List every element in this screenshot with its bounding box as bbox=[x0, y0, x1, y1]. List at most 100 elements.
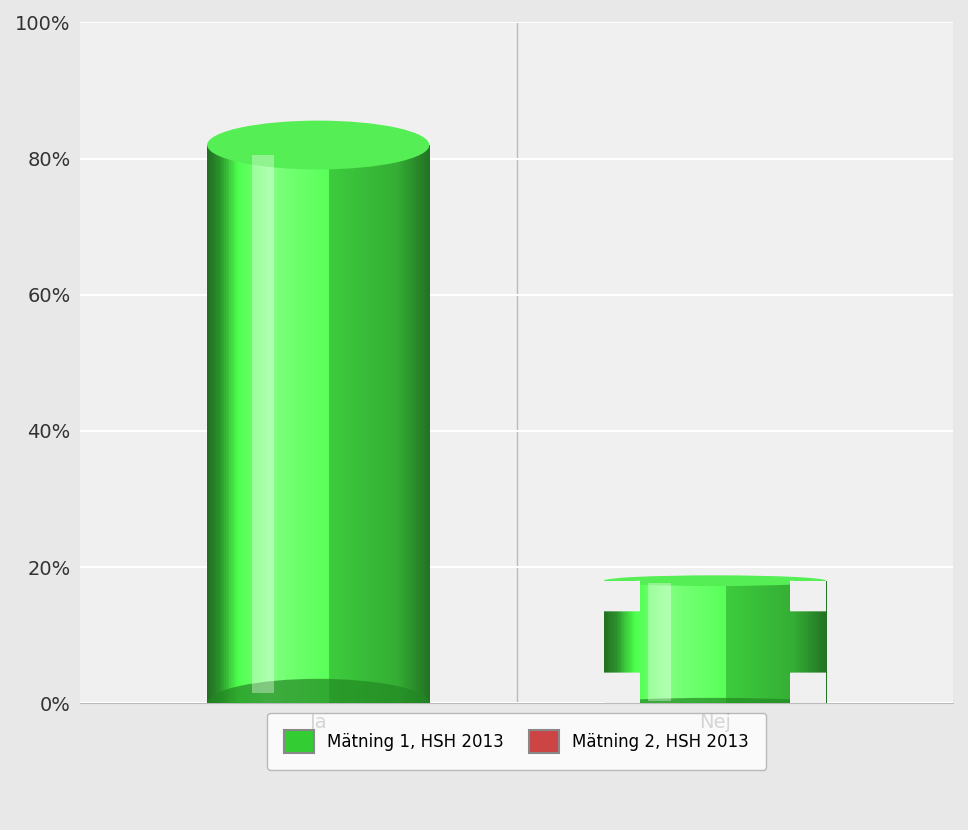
Bar bbox=[732, 581, 735, 703]
Bar bbox=[348, 145, 350, 703]
Bar bbox=[746, 581, 749, 703]
Bar bbox=[217, 145, 219, 703]
Bar bbox=[823, 581, 825, 703]
Bar bbox=[400, 145, 403, 703]
Bar bbox=[722, 581, 725, 703]
Bar bbox=[687, 581, 690, 703]
Bar bbox=[256, 145, 257, 703]
Bar bbox=[244, 145, 247, 703]
Bar bbox=[645, 581, 648, 703]
Bar bbox=[262, 145, 265, 703]
Bar bbox=[620, 581, 623, 703]
Bar bbox=[802, 581, 804, 703]
Bar bbox=[392, 145, 395, 703]
Bar bbox=[641, 581, 644, 703]
Bar bbox=[789, 581, 792, 703]
Bar bbox=[337, 145, 340, 703]
Bar bbox=[698, 581, 701, 703]
Bar bbox=[781, 581, 784, 703]
Bar bbox=[285, 145, 287, 703]
Bar bbox=[300, 145, 302, 703]
Bar bbox=[678, 581, 681, 703]
Bar bbox=[422, 145, 425, 703]
Bar bbox=[653, 581, 656, 703]
Bar bbox=[257, 145, 259, 703]
Bar bbox=[758, 581, 760, 703]
Bar bbox=[372, 145, 375, 703]
Bar bbox=[756, 581, 758, 703]
Bar bbox=[610, 581, 612, 703]
Bar bbox=[283, 145, 286, 703]
Bar bbox=[680, 581, 682, 703]
Bar bbox=[420, 145, 423, 703]
Ellipse shape bbox=[604, 575, 826, 586]
Bar bbox=[626, 581, 629, 703]
Bar bbox=[220, 145, 223, 703]
Bar bbox=[604, 581, 640, 612]
Bar bbox=[765, 581, 768, 703]
Bar bbox=[622, 581, 625, 703]
Bar bbox=[270, 145, 273, 703]
Bar bbox=[287, 145, 289, 703]
Bar bbox=[388, 145, 391, 703]
Bar bbox=[754, 581, 757, 703]
Bar bbox=[276, 145, 279, 703]
Bar bbox=[657, 581, 660, 703]
Bar bbox=[676, 581, 679, 703]
Bar bbox=[748, 581, 751, 703]
Bar bbox=[752, 581, 755, 703]
Bar bbox=[750, 581, 753, 703]
Bar bbox=[240, 145, 243, 703]
Bar bbox=[630, 581, 632, 703]
Bar bbox=[683, 581, 686, 703]
Bar bbox=[793, 581, 796, 703]
Bar bbox=[708, 581, 711, 703]
Bar bbox=[324, 145, 326, 703]
Bar bbox=[739, 581, 741, 703]
Bar bbox=[209, 145, 212, 703]
Bar bbox=[730, 581, 733, 703]
Bar bbox=[813, 581, 816, 703]
Bar bbox=[398, 145, 401, 703]
Bar bbox=[760, 581, 762, 703]
Bar bbox=[807, 581, 810, 703]
Bar bbox=[351, 145, 354, 703]
Bar bbox=[268, 145, 271, 703]
Bar bbox=[738, 581, 740, 703]
Bar bbox=[320, 145, 322, 703]
Bar bbox=[785, 581, 788, 703]
Bar bbox=[613, 581, 616, 703]
Bar bbox=[815, 581, 818, 703]
Bar bbox=[418, 145, 421, 703]
Bar bbox=[294, 145, 297, 703]
Bar bbox=[359, 145, 362, 703]
Bar bbox=[799, 581, 801, 703]
Bar bbox=[691, 581, 693, 703]
Bar bbox=[374, 145, 377, 703]
Bar bbox=[412, 145, 415, 703]
Bar bbox=[650, 581, 652, 703]
Bar bbox=[695, 581, 697, 703]
Bar bbox=[617, 581, 620, 703]
Bar bbox=[346, 145, 348, 703]
Wedge shape bbox=[604, 672, 640, 703]
Bar bbox=[343, 145, 345, 703]
Bar bbox=[335, 145, 338, 703]
Bar bbox=[742, 581, 745, 703]
Bar bbox=[227, 145, 230, 703]
Bar bbox=[235, 145, 237, 703]
Bar bbox=[637, 581, 640, 703]
Bar bbox=[801, 581, 802, 703]
Bar bbox=[780, 581, 782, 703]
Bar bbox=[292, 145, 295, 703]
Bar bbox=[744, 581, 747, 703]
Bar bbox=[396, 145, 399, 703]
Bar bbox=[717, 581, 719, 703]
Bar bbox=[769, 581, 771, 703]
Bar bbox=[333, 145, 336, 703]
Bar bbox=[404, 145, 406, 703]
Bar bbox=[675, 581, 677, 703]
Bar bbox=[313, 145, 316, 703]
Bar bbox=[248, 145, 251, 703]
Bar bbox=[226, 145, 228, 703]
